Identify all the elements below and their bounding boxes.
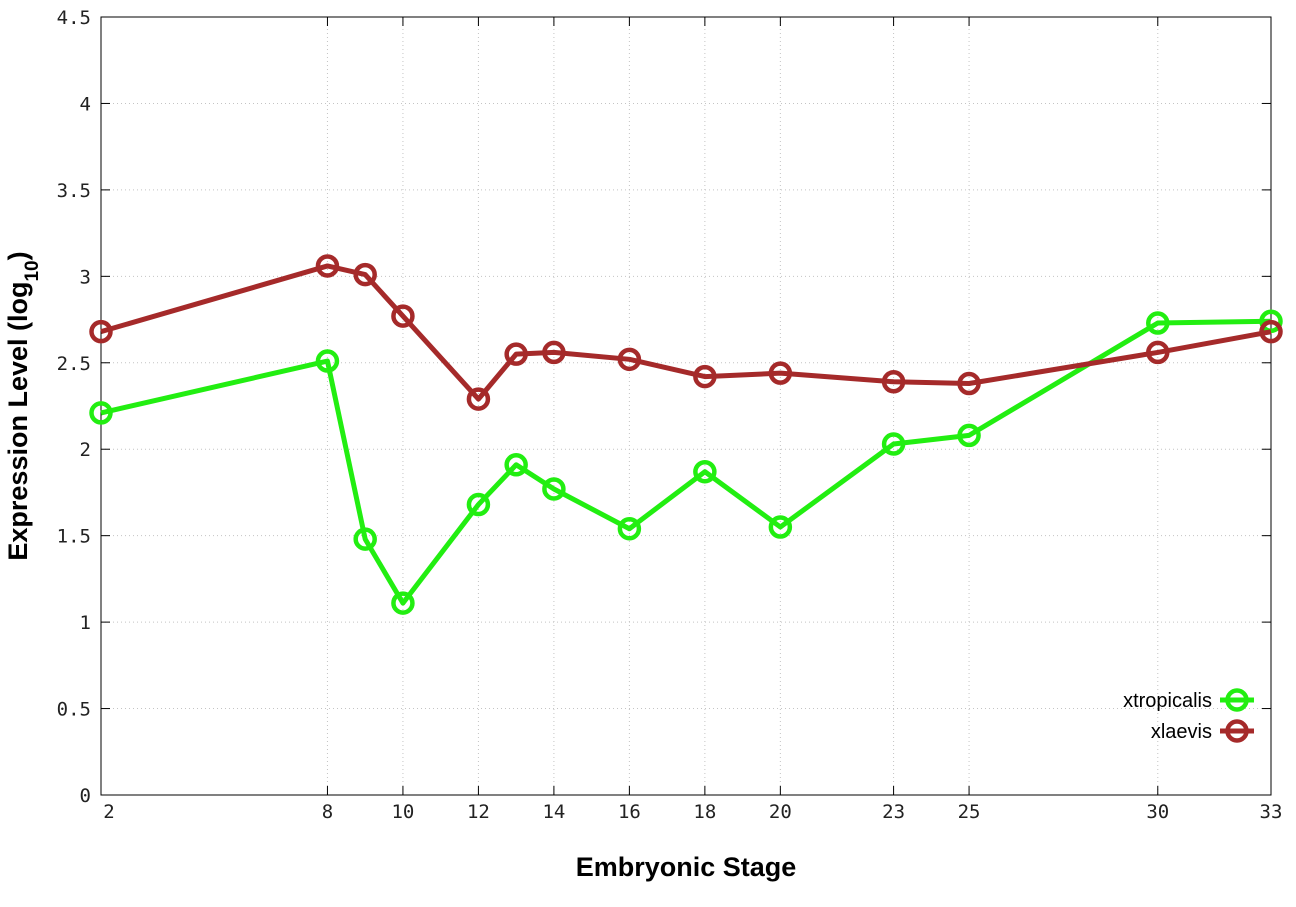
data-point	[391, 591, 415, 615]
y-tick-label: 1.5	[57, 526, 91, 548]
data-point	[315, 349, 340, 373]
y-tick-label: 1	[80, 612, 91, 634]
data-point	[542, 477, 566, 501]
legend: xtropicalis xlaevis	[1123, 688, 1254, 743]
data-point	[1259, 319, 1283, 344]
legend-item: xtropicalis	[1123, 688, 1254, 712]
data-point	[504, 453, 528, 477]
series-xtropicalis	[89, 309, 1283, 615]
x-tick-label: 8	[322, 801, 333, 823]
y-tick-label: 4.5	[57, 7, 91, 29]
y-tick-label: 4	[80, 93, 91, 115]
x-tick-label: 25	[958, 801, 981, 823]
data-point	[881, 432, 906, 456]
data-point	[89, 319, 113, 344]
data-point	[391, 304, 415, 328]
legend-item: xlaevis	[1151, 719, 1254, 743]
legend-label: xtropicalis	[1123, 690, 1212, 712]
y-tick-label: 0	[80, 785, 91, 807]
y-axis-title-subscript: 10	[22, 260, 43, 281]
data-point	[353, 262, 377, 287]
data-point	[315, 254, 340, 278]
data-point	[1146, 311, 1170, 335]
data-point	[881, 370, 906, 394]
legend-marker-sample	[1225, 719, 1249, 743]
y-axis-title-close: )	[3, 251, 33, 260]
data-point	[693, 459, 717, 484]
series-layer	[89, 254, 1283, 615]
x-tick-label: 12	[467, 801, 490, 823]
x-tick-label: 14	[542, 801, 565, 823]
x-tick-label: 10	[391, 801, 414, 823]
y-tick-label: 3.5	[57, 180, 91, 202]
data-point	[768, 515, 793, 539]
x-tick-label: 23	[882, 801, 905, 823]
x-tick-label: 30	[1146, 801, 1169, 823]
x-tick-label: 20	[769, 801, 792, 823]
axis-ticks: 0 0.5 1 1.5 2 2.5 3 3.5 4 4.5 2 8 10 12 14 16 18 20 23 25 30…	[57, 7, 1283, 823]
x-tick-label: 33	[1260, 801, 1283, 823]
y-tick-label: 2.5	[57, 353, 91, 375]
x-tick-label: 2	[103, 801, 114, 823]
x-axis-title: Embryonic Stage	[576, 852, 797, 882]
data-point	[1259, 309, 1283, 334]
series-xlaevis	[89, 254, 1283, 411]
grid-lines	[101, 17, 1271, 795]
y-tick-label: 0.5	[57, 699, 91, 721]
data-point	[617, 347, 642, 372]
y-axis-title-main: Expression Level (log	[3, 282, 33, 561]
x-tick-label: 18	[693, 801, 716, 823]
data-point	[957, 423, 981, 448]
series-line	[100, 318, 1272, 606]
data-point	[1146, 340, 1170, 365]
plot-frame	[100, 16, 1272, 796]
data-point	[957, 371, 981, 396]
series-line	[100, 263, 1272, 402]
data-point	[693, 364, 717, 389]
legend-marker-sample	[1225, 688, 1249, 712]
y-axis-title: Expression Level (log10)	[3, 251, 43, 560]
x-tick-label: 16	[618, 801, 641, 823]
data-point	[542, 340, 566, 365]
y-tick-label: 3	[80, 266, 91, 288]
data-point	[466, 492, 491, 517]
legend-label: xlaevis	[1151, 721, 1212, 743]
data-point	[504, 342, 528, 366]
data-point	[617, 517, 642, 541]
data-point	[353, 527, 377, 551]
data-point	[89, 401, 113, 425]
data-point	[768, 361, 793, 385]
y-tick-label: 2	[80, 439, 91, 461]
data-point	[466, 387, 491, 411]
